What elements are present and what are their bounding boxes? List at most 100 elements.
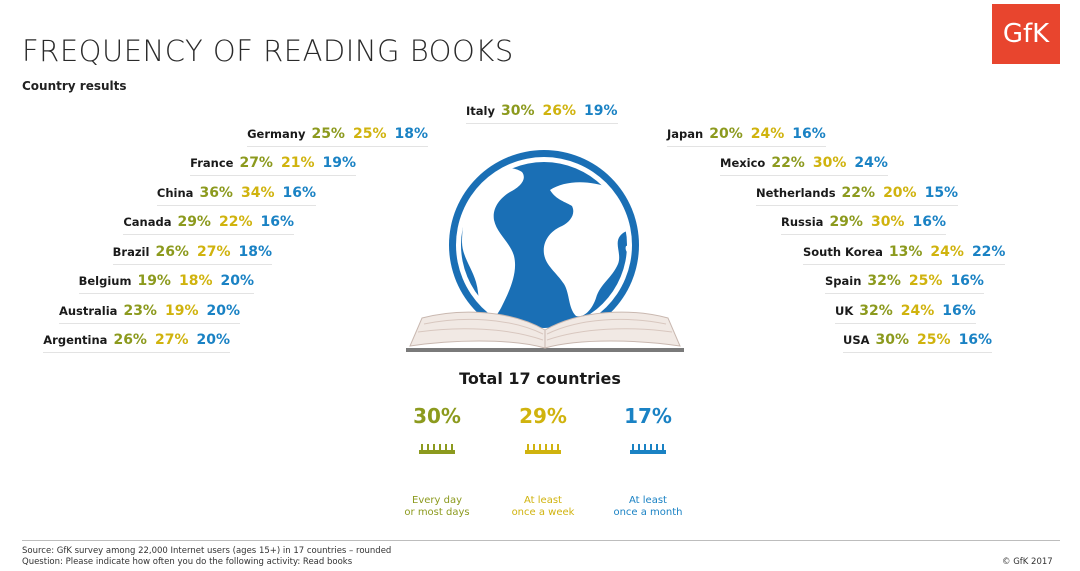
value-weekly: 24%: [750, 126, 785, 142]
value-weekly: 24%: [930, 244, 964, 260]
value-weekly: 25%: [352, 126, 387, 142]
country-name: Mexico: [720, 156, 766, 170]
value-weekly: 30%: [812, 155, 847, 171]
book-page-line-r1: [546, 318, 667, 335]
value-monthly: 24%: [854, 155, 888, 171]
value-monthly: 16%: [282, 185, 316, 201]
value-every-day: 23%: [123, 303, 157, 319]
row-underline: [79, 293, 254, 294]
total-label-monthly: At least once a month: [603, 495, 693, 519]
value-monthly: 18%: [394, 126, 428, 142]
value-every-day: 22%: [841, 185, 876, 201]
total-pct-weekly: 29%: [519, 404, 567, 428]
island-2: [625, 245, 631, 255]
value-weekly: 26%: [542, 103, 577, 119]
country-row: Belgium 19% 18% 20%: [79, 270, 254, 292]
row-underline: [157, 205, 316, 206]
logo-text: GfK: [1002, 19, 1050, 49]
calendar-icon-week: 7: [525, 444, 561, 484]
row-underline: [247, 146, 428, 147]
row-underline: [43, 352, 230, 353]
value-weekly: 25%: [908, 273, 943, 289]
value-every-day: 30%: [875, 332, 910, 348]
value-monthly: 16%: [942, 303, 976, 319]
continent-europe-africa: [543, 182, 631, 317]
country-row: South Korea 13% 24% 22%: [803, 241, 1005, 263]
country-name: Belgium: [78, 274, 132, 288]
value-weekly: 27%: [154, 332, 189, 348]
value-monthly: 20%: [220, 273, 254, 289]
country-name: France: [190, 156, 234, 170]
country-row: Spain 32% 25% 16%: [825, 270, 984, 292]
value-monthly: 19%: [584, 103, 618, 119]
value-monthly: 16%: [792, 126, 826, 142]
row-underline: [803, 264, 1005, 265]
row-underline: [756, 205, 958, 206]
label-line-2: once a week: [511, 507, 575, 518]
row-underline: [781, 234, 946, 235]
country-row: China 36% 34% 16%: [157, 182, 316, 204]
country-name: Brazil: [112, 245, 150, 259]
value-every-day: 26%: [113, 332, 147, 348]
country-name: Argentina: [43, 333, 108, 347]
value-every-day: 36%: [199, 185, 233, 201]
country-row: Mexico 22% 30% 24%: [720, 152, 888, 174]
value-monthly: 16%: [260, 214, 294, 230]
value-weekly: 22%: [218, 214, 253, 230]
value-weekly: 34%: [240, 185, 275, 201]
value-monthly: 20%: [196, 332, 230, 348]
value-weekly: 25%: [917, 332, 951, 348]
book-page-line-l2: [417, 328, 544, 341]
country-row: UK 32% 24% 16%: [835, 300, 976, 322]
value-every-day: 22%: [771, 155, 805, 171]
country-name: China: [156, 186, 194, 200]
row-underline: [123, 234, 294, 235]
page-subtitle: Country results: [22, 79, 127, 93]
book-page-line-r2: [546, 328, 673, 341]
row-underline: [835, 323, 976, 324]
country-row: Brazil 26% 27% 18%: [113, 241, 272, 263]
source-text: Source: GfK survey among 22,000 Internet…: [22, 546, 392, 556]
value-every-day: 30%: [500, 103, 535, 119]
total-label-every-day: Every day or most days: [392, 495, 482, 519]
total-pct-monthly: 17%: [624, 404, 672, 428]
value-monthly: 16%: [958, 332, 993, 348]
row-underline: [190, 175, 356, 176]
country-name: Germany: [247, 127, 306, 141]
country-row: Japan 20% 24% 16%: [667, 123, 826, 145]
value-weekly: 30%: [870, 214, 905, 230]
row-underline: [113, 264, 272, 265]
country-row: Argentina 26% 27% 20%: [43, 329, 230, 351]
gfk-logo: GfK: [992, 4, 1060, 64]
label-line-2: or most days: [404, 507, 470, 518]
value-every-day: 29%: [177, 214, 211, 230]
label-line-2: once a month: [613, 507, 683, 518]
footer-source: Source: GfK survey among 22,000 Internet…: [22, 546, 391, 568]
value-weekly: 21%: [280, 155, 315, 171]
value-weekly: 18%: [178, 273, 213, 289]
country-name: Spain: [825, 274, 862, 288]
value-every-day: 29%: [829, 214, 863, 230]
value-weekly: 24%: [900, 303, 935, 319]
footer-divider: [22, 540, 1060, 541]
calendar-week-number: 7: [537, 460, 549, 479]
value-monthly: 16%: [912, 214, 946, 230]
country-row: Italy 30% 26% 19%: [466, 100, 618, 122]
book-page-line-l1: [423, 318, 544, 335]
country-row: Canada 29% 22% 16%: [123, 211, 294, 233]
country-name: South Korea: [803, 245, 883, 259]
country-row: Australia 23% 19% 20%: [59, 300, 240, 322]
value-every-day: 32%: [867, 273, 901, 289]
row-underline: [825, 293, 984, 294]
value-every-day: 20%: [709, 126, 743, 142]
label-line-1: At least: [524, 495, 562, 506]
country-name: Russia: [781, 215, 824, 229]
value-monthly: 19%: [322, 155, 356, 171]
value-every-day: 19%: [137, 273, 171, 289]
total-title: Total 17 countries: [459, 369, 621, 388]
country-name: Australia: [58, 304, 118, 318]
country-row: Netherlands 22% 20% 15%: [756, 182, 958, 204]
value-every-day: 25%: [311, 126, 345, 142]
value-every-day: 13%: [888, 244, 923, 260]
value-every-day: 32%: [859, 303, 893, 319]
